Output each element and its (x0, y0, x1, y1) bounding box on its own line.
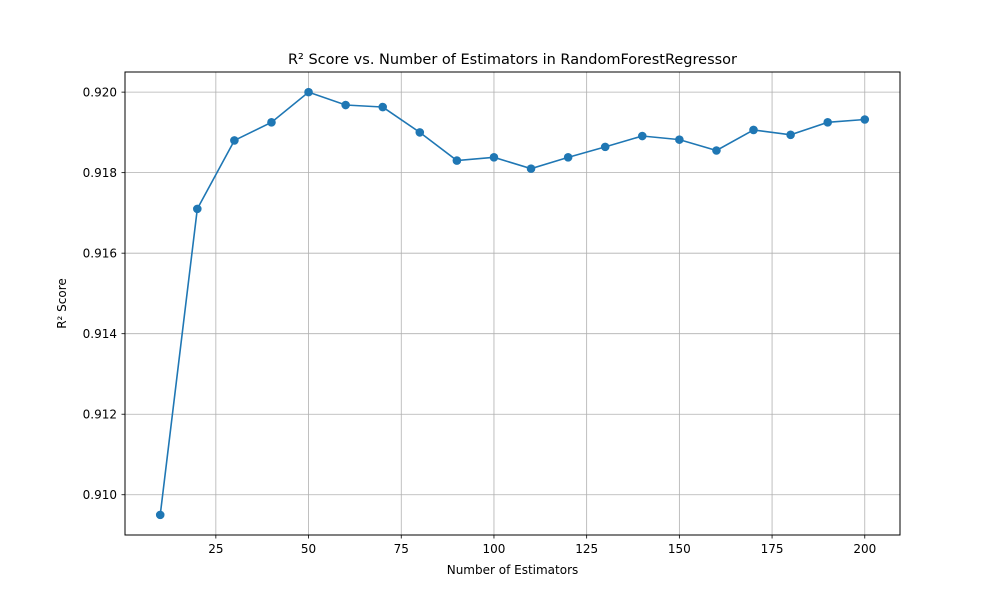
x-tick-label: 25 (208, 542, 223, 556)
data-point (749, 125, 758, 135)
x-tick-label: 200 (853, 542, 876, 556)
data-point (489, 153, 499, 162)
data-point (378, 102, 388, 112)
data-point (600, 142, 610, 152)
series-markers (155, 87, 870, 520)
grid (125, 72, 900, 535)
y-axis: 0.910 0.912 0.914 0.916 0.918 0.920 (83, 86, 125, 502)
y-tick-label: 0.916 (83, 247, 117, 261)
x-tick-label: 125 (575, 542, 598, 556)
x-axis: 25 50 75 100 125 150 175 200 (208, 535, 876, 556)
data-point (341, 100, 350, 110)
data-point (675, 135, 684, 144)
data-point (155, 510, 165, 520)
data-point (267, 118, 276, 127)
y-tick-label: 0.912 (83, 408, 117, 422)
x-tick-label: 50 (301, 542, 316, 556)
x-tick-label: 75 (394, 542, 409, 556)
series-line (159, 91, 865, 515)
data-point (637, 131, 647, 141)
y-axis-title: R² Score (55, 278, 69, 329)
y-tick-label: 0.914 (83, 327, 117, 341)
plot-frame (124, 71, 901, 536)
chart-title: R² Score vs. Number of Estimators in Ran… (288, 52, 737, 68)
y-tick-label: 0.920 (83, 86, 117, 100)
x-tick-label: 150 (668, 542, 691, 556)
data-point (860, 115, 870, 124)
y-tick-label: 0.910 (83, 488, 117, 502)
data-point (304, 87, 313, 97)
data-point (193, 204, 202, 214)
data-point (452, 156, 462, 165)
y-tick-label: 0.918 (83, 166, 117, 180)
data-point (563, 153, 573, 162)
data-point (230, 136, 239, 145)
data-point (786, 130, 795, 140)
data-point (415, 128, 425, 137)
x-tick-label: 100 (483, 542, 506, 556)
data-point (712, 146, 721, 155)
x-axis-title: Number of Estimators (447, 563, 579, 577)
x-tick-label: 175 (761, 542, 784, 556)
data-point (526, 164, 536, 173)
data-point (823, 118, 832, 127)
